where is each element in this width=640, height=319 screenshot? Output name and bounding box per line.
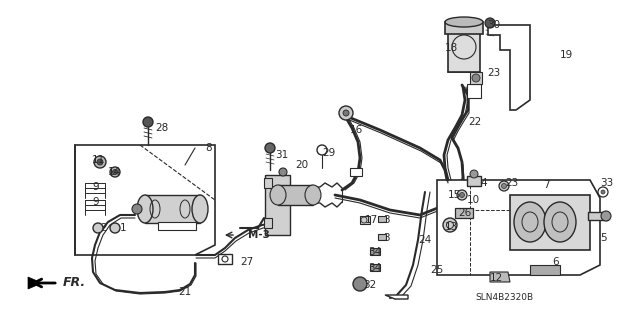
Circle shape [113, 169, 118, 174]
Circle shape [265, 143, 275, 153]
Bar [265, 175, 290, 235]
Circle shape [143, 117, 153, 127]
Bar [467, 176, 481, 186]
Text: 1: 1 [120, 223, 127, 233]
Ellipse shape [305, 185, 321, 205]
Circle shape [502, 183, 506, 189]
Circle shape [601, 211, 611, 221]
Bar [467, 84, 481, 98]
Text: 2: 2 [100, 223, 107, 233]
Bar [530, 265, 560, 275]
Text: 7: 7 [543, 180, 550, 190]
Ellipse shape [270, 185, 286, 205]
Circle shape [472, 74, 480, 82]
Text: 34: 34 [368, 247, 381, 257]
Text: 26: 26 [458, 208, 471, 218]
Text: 32: 32 [363, 280, 376, 290]
Text: FR.: FR. [63, 277, 86, 290]
Text: 12: 12 [490, 273, 503, 283]
Polygon shape [437, 180, 600, 275]
Bar [145, 195, 200, 223]
Text: 23: 23 [505, 178, 518, 188]
Circle shape [470, 170, 478, 178]
Polygon shape [28, 277, 42, 289]
Text: 11: 11 [92, 155, 105, 165]
Circle shape [457, 190, 467, 200]
Text: 6: 6 [552, 257, 559, 267]
Bar [378, 216, 386, 222]
Bar [455, 208, 473, 218]
Text: 28: 28 [155, 123, 168, 133]
Circle shape [94, 156, 106, 168]
Text: 13: 13 [445, 222, 458, 232]
Circle shape [443, 218, 457, 232]
Circle shape [343, 110, 349, 116]
Circle shape [460, 192, 465, 197]
Text: 9: 9 [92, 182, 99, 192]
Text: 10: 10 [467, 195, 480, 205]
Text: 21: 21 [178, 287, 191, 297]
Text: 23: 23 [487, 68, 500, 78]
Circle shape [132, 204, 142, 214]
Text: 5: 5 [600, 233, 607, 243]
Text: 24: 24 [418, 235, 431, 245]
Circle shape [353, 277, 367, 291]
Text: M-3: M-3 [248, 230, 270, 240]
Text: 3: 3 [383, 233, 390, 243]
Text: 14: 14 [108, 167, 121, 177]
Ellipse shape [445, 17, 483, 27]
Text: 30: 30 [487, 20, 500, 30]
Text: 29: 29 [322, 148, 335, 158]
Ellipse shape [192, 195, 208, 223]
Text: 33: 33 [600, 178, 613, 188]
Text: 34: 34 [368, 263, 381, 273]
Circle shape [110, 167, 120, 177]
Bar [264, 178, 272, 188]
Bar [158, 222, 196, 230]
Circle shape [110, 223, 120, 233]
Circle shape [97, 159, 103, 165]
Bar [378, 234, 386, 240]
Bar [588, 212, 608, 220]
Circle shape [601, 190, 605, 194]
Text: 17: 17 [365, 215, 378, 225]
Ellipse shape [544, 202, 576, 242]
Text: 16: 16 [350, 125, 364, 135]
Ellipse shape [514, 202, 546, 242]
Bar [448, 32, 480, 72]
Polygon shape [488, 25, 530, 110]
Bar [470, 72, 482, 84]
Text: 4: 4 [480, 178, 486, 188]
Bar [370, 248, 380, 255]
Text: 15: 15 [448, 190, 461, 200]
Bar [218, 254, 232, 264]
Bar [445, 22, 483, 34]
Text: 25: 25 [430, 265, 444, 275]
Polygon shape [490, 272, 510, 282]
Text: 31: 31 [275, 150, 288, 160]
Circle shape [485, 18, 495, 28]
Bar [510, 195, 590, 250]
Circle shape [499, 181, 509, 191]
Bar [360, 216, 370, 224]
Circle shape [279, 168, 287, 176]
Text: 19: 19 [560, 50, 573, 60]
Text: 27: 27 [240, 257, 253, 267]
Text: 8: 8 [205, 143, 212, 153]
Text: 9: 9 [92, 197, 99, 207]
Bar [278, 185, 313, 205]
Text: 18: 18 [445, 43, 458, 53]
Circle shape [339, 106, 353, 120]
Text: 22: 22 [468, 117, 481, 127]
Text: SLN4B2320B: SLN4B2320B [475, 293, 533, 302]
Bar [370, 264, 380, 271]
Ellipse shape [137, 195, 153, 223]
Text: 20: 20 [295, 160, 308, 170]
Bar [264, 218, 272, 228]
Circle shape [93, 223, 103, 233]
Polygon shape [385, 295, 408, 299]
Bar [350, 168, 362, 176]
Text: 3: 3 [383, 215, 390, 225]
Polygon shape [75, 145, 215, 255]
